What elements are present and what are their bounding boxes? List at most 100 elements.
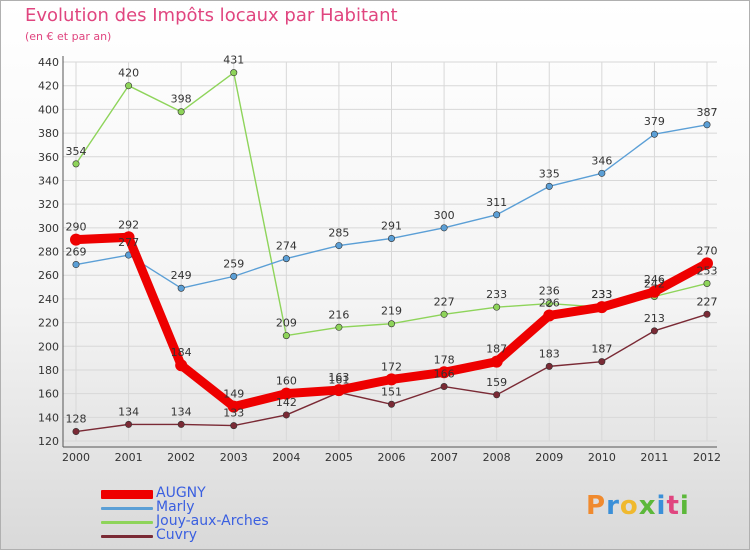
y-tick-label: 240	[38, 293, 59, 306]
y-tick-label: 380	[38, 127, 59, 140]
data-label: 292	[118, 218, 139, 231]
logo-letter: t	[666, 491, 680, 521]
x-tick-label: 2012	[693, 451, 721, 464]
y-tick-label: 120	[38, 435, 59, 448]
y-tick-label: 140	[38, 411, 59, 424]
data-label: 161	[328, 373, 349, 386]
data-point	[72, 160, 80, 168]
data-point	[598, 169, 606, 177]
x-tick-label: 2010	[588, 451, 616, 464]
legend-swatch	[101, 489, 153, 499]
data-label: 134	[118, 405, 139, 418]
data-point	[440, 224, 448, 232]
y-tick-label: 360	[38, 151, 59, 164]
data-point	[438, 366, 451, 379]
x-tick-label: 2001	[115, 451, 143, 464]
legend-label: Marly	[156, 499, 195, 515]
x-tick-label: 2006	[378, 451, 406, 464]
data-label: 285	[328, 227, 349, 240]
data-point	[493, 211, 501, 219]
data-label: 420	[118, 67, 139, 80]
data-label: 290	[66, 221, 87, 234]
data-label: 128	[66, 413, 87, 426]
data-label: 233	[486, 288, 507, 301]
data-point	[282, 332, 290, 340]
data-point	[72, 428, 80, 436]
data-point	[227, 400, 240, 413]
data-label: 277	[118, 236, 139, 249]
data-point	[598, 358, 606, 366]
legend-label: AUGNY	[156, 485, 206, 501]
data-label: 213	[644, 312, 665, 325]
x-tick-label: 2004	[272, 451, 300, 464]
data-label: 226	[539, 296, 560, 309]
data-label: 178	[434, 353, 455, 366]
data-label: 142	[276, 396, 297, 409]
data-point	[70, 233, 82, 246]
y-tick-label: 400	[38, 103, 59, 116]
data-label: 431	[223, 54, 244, 67]
data-point	[493, 303, 501, 311]
x-tick-label: 2008	[483, 451, 511, 464]
data-label: 387	[697, 106, 718, 119]
data-point	[650, 327, 658, 335]
data-point	[122, 231, 135, 244]
data-label: 209	[276, 317, 297, 330]
data-point	[280, 387, 293, 400]
logo-letter: o	[619, 491, 639, 521]
legend-swatch	[101, 534, 153, 538]
data-point	[387, 320, 395, 328]
data-label: 227	[434, 295, 455, 308]
data-point	[545, 300, 553, 308]
y-tick-label: 280	[38, 246, 59, 259]
data-point	[385, 373, 398, 386]
data-point	[335, 242, 343, 250]
data-point	[545, 362, 553, 370]
data-point	[387, 400, 395, 408]
data-point	[72, 261, 80, 269]
data-point	[545, 182, 553, 190]
data-label: 151	[381, 385, 402, 398]
logo-letter: P	[586, 491, 607, 521]
data-point	[332, 384, 345, 397]
data-label: 216	[328, 308, 349, 321]
proxiti-logo: Proxiti	[586, 491, 690, 521]
chart-title: Evolution des Impôts locaux par Habitant	[25, 5, 398, 26]
x-tick-label: 2002	[167, 451, 195, 464]
data-label: 246	[644, 273, 665, 286]
data-point	[703, 121, 711, 129]
data-point	[701, 257, 713, 270]
data-point	[175, 359, 188, 372]
x-tick-label: 2009	[535, 451, 563, 464]
data-label: 311	[486, 196, 507, 209]
chart-subtitle: (en € et par an)	[25, 30, 112, 43]
legend-swatch	[101, 506, 153, 510]
data-label: 163	[328, 371, 349, 384]
data-point	[177, 108, 185, 116]
data-point	[595, 301, 608, 314]
data-point	[335, 323, 343, 331]
data-label: 133	[223, 407, 244, 420]
data-point	[230, 69, 238, 77]
data-label: 379	[644, 115, 665, 128]
y-tick-label: 200	[38, 340, 59, 353]
data-label: 335	[539, 167, 560, 180]
logo-letter: i	[656, 491, 667, 521]
data-label: 274	[276, 240, 297, 253]
y-tick-label: 160	[38, 388, 59, 401]
x-tick-label: 2003	[220, 451, 248, 464]
legend-swatch	[101, 520, 153, 524]
data-point	[703, 310, 711, 318]
data-label: 149	[223, 388, 244, 401]
y-tick-label: 220	[38, 317, 59, 330]
data-point	[282, 255, 290, 263]
data-label: 346	[591, 154, 612, 167]
data-label: 166	[434, 368, 455, 381]
data-label: 249	[171, 269, 192, 282]
data-label: 160	[276, 375, 297, 388]
data-point	[543, 309, 556, 322]
y-tick-label: 260	[38, 269, 59, 282]
data-label: 398	[171, 93, 192, 106]
